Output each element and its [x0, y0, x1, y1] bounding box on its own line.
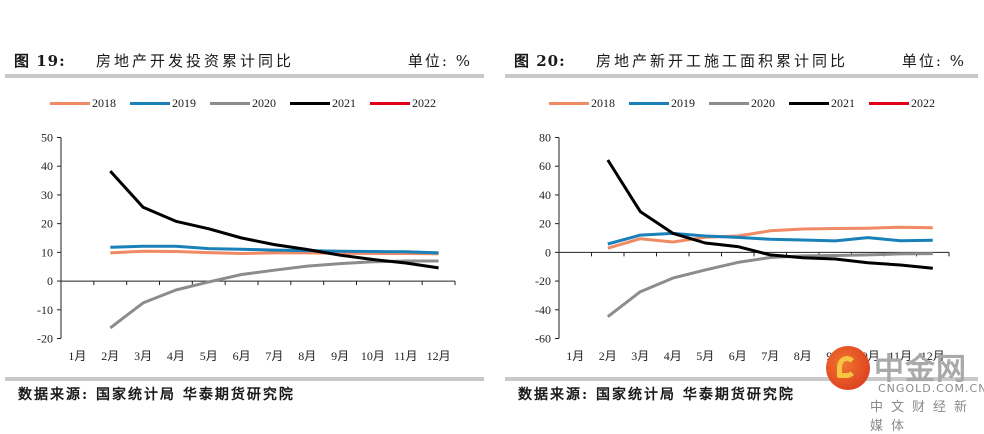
source-divider [5, 377, 484, 381]
legend-item-2019: 2019 [130, 95, 196, 111]
x-tick-label: 7月 [761, 349, 779, 363]
y-tick-label: -40 [535, 303, 551, 317]
legend-label: 2018 [591, 96, 615, 111]
chart-legend: 2018 2019 2020 2021 2022 [50, 95, 436, 111]
figure-19-title-row: 图 19: 房地产开发投资累计同比 单位: % [14, 50, 472, 72]
legend-label: 2021 [332, 96, 356, 111]
x-tick-label: 3月 [134, 349, 152, 363]
y-tick-label: 20 [41, 217, 53, 231]
legend-label: 2022 [412, 96, 436, 111]
y-tick-label: -60 [535, 332, 551, 346]
series-line-2019 [608, 233, 933, 244]
cngold-logo-icon [826, 346, 870, 390]
x-tick-label: 8月 [794, 349, 812, 363]
legend-item-2022: 2022 [869, 95, 935, 111]
line-chart-19: -20 -10 0 10 20 30 40 50 1月 2月 3月 4月 5月 6月 7月 8月 9月 10月 11… [0, 120, 490, 370]
legend-label: 2019 [671, 96, 695, 111]
x-tick-label: 2月 [599, 349, 617, 363]
cngold-watermark: 中金网 CNGOLD.COM.CN 中文财经新媒体 [826, 346, 984, 419]
y-tick-label: 20 [539, 217, 551, 231]
x-tick-label: 9月 [331, 349, 349, 363]
series-line-2020 [110, 261, 438, 328]
x-tick-label: 8月 [298, 349, 316, 363]
figure-19-panel: 图 19: 房地产开发投资累计同比 单位: % 2018 2019 2020 2021… [0, 0, 490, 419]
x-tick-label: 5月 [200, 349, 218, 363]
legend-label: 2022 [911, 96, 935, 111]
unit-label: 单位: % [902, 50, 966, 71]
x-tick-label: 10月 [361, 349, 385, 363]
legend-swatch-2020 [210, 102, 250, 105]
legend-swatch-2022 [370, 102, 410, 105]
legend-item-2022: 2022 [370, 95, 436, 111]
figure-20-title-row: 图 20: 房地产新开工施工面积累计同比 单位: % [514, 50, 966, 72]
legend-item-2020: 2020 [709, 95, 775, 111]
x-tick-label: 12月 [427, 349, 451, 363]
line-chart-20: -60-40-200204060801月2月3月4月5月6月7月8月9月10月1… [500, 120, 984, 370]
legend-swatch-2018 [50, 102, 90, 105]
data-source: 数据来源: 国家统计局 华泰期货研究院 [18, 384, 295, 404]
legend-swatch-2019 [130, 102, 170, 105]
y-tick-label: -20 [535, 274, 551, 288]
x-tick-label: 11月 [394, 349, 418, 363]
figure-title: 房地产开发投资累计同比 [96, 50, 294, 71]
legend-swatch-2019 [629, 102, 669, 105]
x-tick-label: 6月 [729, 349, 747, 363]
x-tick-label: 6月 [233, 349, 251, 363]
legend-item-2020: 2020 [210, 95, 276, 111]
y-tick-label: -10 [37, 303, 53, 317]
y-tick-label: 30 [41, 188, 53, 202]
x-tick-label: 5月 [696, 349, 714, 363]
legend-label: 2020 [252, 96, 276, 111]
x-tick-label: 1月 [68, 349, 86, 363]
unit-label: 单位: % [408, 50, 472, 71]
legend-label: 2021 [831, 96, 855, 111]
y-tick-label: 60 [539, 159, 551, 173]
figure-label: 图 19: [14, 50, 66, 71]
y-tick-label: -20 [37, 332, 53, 346]
title-divider [505, 74, 978, 78]
x-tick-label: 4月 [167, 349, 185, 363]
x-tick-label: 3月 [631, 349, 649, 363]
legend-swatch-2022 [869, 102, 909, 105]
x-tick-label: 1月 [566, 349, 584, 363]
chart-legend: 2018 2019 2020 2021 2022 [549, 95, 935, 111]
figure-title: 房地产新开工施工面积累计同比 [596, 50, 848, 71]
y-tick-label: 0 [545, 245, 551, 259]
y-tick-label: 80 [539, 131, 551, 145]
y-tick-label: 10 [41, 245, 53, 259]
legend-swatch-2020 [709, 102, 749, 105]
data-source: 数据来源: 国家统计局 华泰期货研究院 [518, 384, 795, 404]
legend-item-2021: 2021 [789, 95, 855, 111]
y-tick-label: 0 [47, 274, 53, 288]
y-tick-label: 40 [539, 188, 551, 202]
watermark-tagline: 中文财经新媒体 [870, 396, 984, 434]
legend-item-2018: 2018 [549, 95, 615, 111]
title-divider [5, 74, 484, 78]
x-tick-label: 2月 [101, 349, 119, 363]
legend-swatch-2018 [549, 102, 589, 105]
y-tick-label: 50 [41, 131, 53, 145]
x-tick-label: 7月 [265, 349, 283, 363]
legend-swatch-2021 [290, 102, 330, 105]
x-tick-label: 4月 [664, 349, 682, 363]
legend-swatch-2021 [789, 102, 829, 105]
legend-item-2019: 2019 [629, 95, 695, 111]
legend-label: 2020 [751, 96, 775, 111]
legend-item-2021: 2021 [290, 95, 356, 111]
watermark-url: CNGOLD.COM.CN [878, 382, 984, 395]
legend-label: 2018 [92, 96, 116, 111]
y-tick-label: 40 [41, 159, 53, 173]
legend-label: 2019 [172, 96, 196, 111]
figure-label: 图 20: [514, 50, 566, 71]
legend-item-2018: 2018 [50, 95, 116, 111]
